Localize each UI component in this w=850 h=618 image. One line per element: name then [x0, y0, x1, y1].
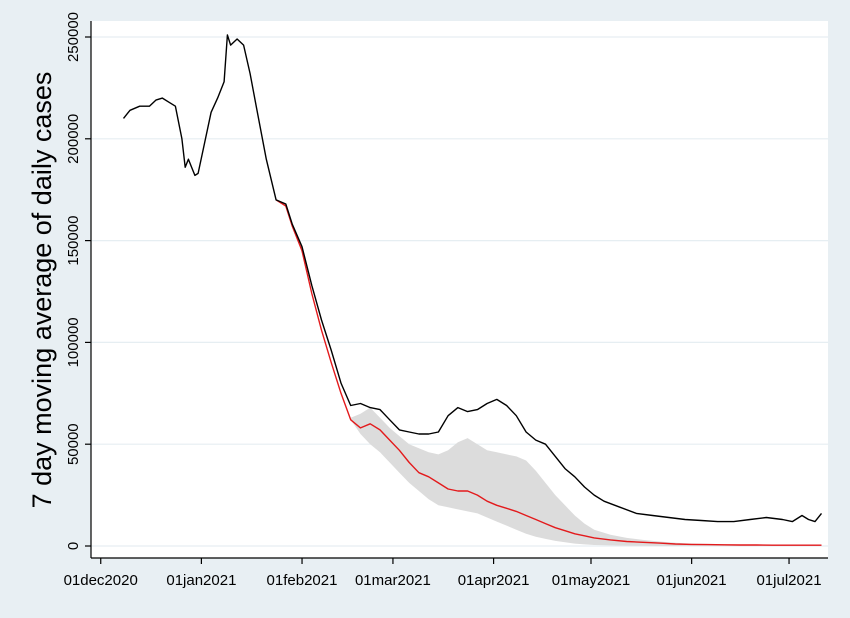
x-tick-label-6: 01jun2021: [657, 572, 727, 589]
y-axis-title: 7 day moving average of daily cases: [27, 72, 57, 509]
x-tick-label-3: 01mar2021: [355, 572, 431, 589]
y-tick-label-0: 0: [65, 542, 82, 550]
x-tick-label-0: 01dec2020: [64, 572, 138, 589]
y-tick-label-4: 200000: [65, 114, 82, 164]
y-tick-label-5: 250000: [65, 12, 82, 62]
gridlines: [91, 36, 828, 547]
y-tick-label-3: 150000: [65, 216, 82, 266]
x-axis-ticks: 01dec2020 01jan2021 01feb2021 01mar2021 01ap…: [64, 558, 822, 589]
y-tick-label-1: 50000: [65, 423, 82, 465]
x-tick-label-5: 01may2021: [552, 572, 630, 589]
x-tick-label-7: 01jul2021: [756, 572, 821, 589]
x-tick-label-2: 01feb2021: [267, 572, 338, 589]
series-lines: [122, 34, 823, 546]
y-axis-ticks: 0 50000 100000 150000 200000 250000: [65, 12, 91, 550]
projected-line: [275, 199, 822, 546]
x-tick-label-4: 01apr2021: [458, 572, 530, 589]
x-tick-label-1: 01jan2021: [166, 572, 236, 589]
axes: [90, 21, 828, 559]
band-area: [350, 407, 822, 546]
y-tick-label-2: 100000: [65, 317, 82, 367]
uncertainty-band: [350, 407, 822, 546]
observed-line: [122, 34, 823, 523]
